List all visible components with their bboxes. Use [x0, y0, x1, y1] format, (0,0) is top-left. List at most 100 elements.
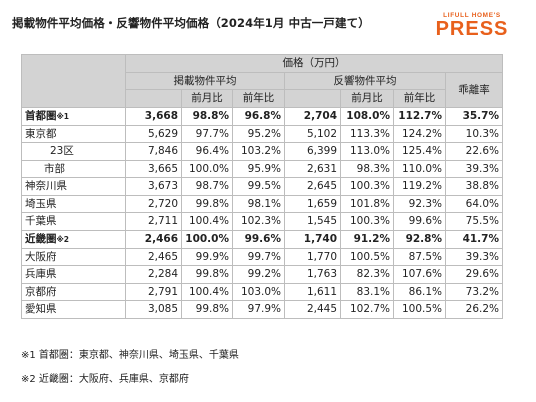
- row-label-text: 市部: [44, 162, 65, 175]
- cell-d: 39.3%: [445, 159, 503, 178]
- row-label-text: 近畿圏: [25, 232, 57, 245]
- cell-d: 10.3%: [445, 124, 503, 143]
- table-row: 近畿圏※2 2,466 100.0% 99.6% 1,740 91.2% 92.8% 41.7…: [21, 229, 503, 249]
- cell-iy: 107.6%: [393, 265, 446, 284]
- table-row: 千葉県 2,711 100.4% 102.3% 1,545 100.3% 99.6% 75.5…: [21, 212, 503, 231]
- cell-ip: 1,545: [284, 212, 341, 231]
- cell-im: 100.3%: [340, 177, 394, 196]
- lifull-press-logo: LIFULL HOME'S PRESS: [426, 12, 518, 39]
- cell-iy: 110.0%: [393, 159, 446, 178]
- cell-lm: 98.7%: [181, 177, 233, 196]
- price-table: 価格（万円） 掲載物件平均 反響物件平均 乖離率 前月比 前年比 前月比 前年比…: [21, 54, 503, 319]
- row-label-text: 兵庫県: [25, 268, 57, 281]
- cell-im: 98.3%: [340, 159, 394, 178]
- row-label: 神奈川県: [21, 177, 126, 196]
- cell-im: 113.0%: [340, 142, 394, 161]
- row-label-text: 埼玉県: [25, 197, 57, 210]
- cell-ip: 1,770: [284, 247, 341, 266]
- cell-lp: 2,791: [125, 282, 182, 301]
- cell-ly: 99.5%: [232, 177, 285, 196]
- row-label-text: 愛知県: [25, 303, 57, 316]
- table-row: 23区 7,846 96.4% 103.2% 6,399 113.0% 125.4% 22.6…: [21, 142, 503, 161]
- cell-lm: 99.8%: [181, 194, 233, 213]
- row-note: ※2: [56, 234, 70, 244]
- row-label: 京都府: [21, 282, 126, 301]
- header-divergence: 乖離率: [445, 71, 503, 108]
- cell-ip: 2,631: [284, 159, 341, 178]
- header-listed-mom: 前月比: [181, 89, 233, 108]
- row-label-text: 東京都: [25, 127, 57, 140]
- page-title: 掲載物件平均価格・反響物件平均価格（2024年1月 中古一戸建て）: [12, 16, 370, 30]
- cell-d: 26.2%: [445, 300, 503, 319]
- cell-iy: 100.5%: [393, 300, 446, 319]
- cell-im: 101.8%: [340, 194, 394, 213]
- cell-d: 75.5%: [445, 212, 503, 231]
- cell-lm: 96.4%: [181, 142, 233, 161]
- cell-ly: 103.2%: [232, 142, 285, 161]
- header-price: 価格（万円）: [125, 54, 503, 73]
- cell-iy: 87.5%: [393, 247, 446, 266]
- table-row: 大阪府 2,465 99.9% 99.7% 1,770 100.5% 87.5% 39.3%: [21, 247, 503, 266]
- cell-ly: 97.9%: [232, 300, 285, 319]
- cell-d: 41.7%: [445, 229, 503, 249]
- cell-ly: 103.0%: [232, 282, 285, 301]
- cell-im: 100.5%: [340, 247, 394, 266]
- cell-d: 64.0%: [445, 194, 503, 213]
- cell-im: 108.0%: [340, 106, 394, 126]
- cell-iy: 124.2%: [393, 124, 446, 143]
- cell-d: 73.2%: [445, 282, 503, 301]
- cell-lm: 99.9%: [181, 247, 233, 266]
- cell-d: 35.7%: [445, 106, 503, 126]
- cell-ly: 99.6%: [232, 229, 285, 249]
- header-corner: [21, 54, 126, 108]
- row-label-text: 23区: [50, 145, 74, 158]
- cell-ip: 2,445: [284, 300, 341, 319]
- cell-ly: 98.1%: [232, 194, 285, 213]
- cell-iy: 112.7%: [393, 106, 446, 126]
- cell-iy: 86.1%: [393, 282, 446, 301]
- cell-lp: 2,466: [125, 229, 182, 249]
- row-label-text: 首都圏: [25, 109, 57, 122]
- cell-lm: 99.8%: [181, 265, 233, 284]
- cell-ly: 99.2%: [232, 265, 285, 284]
- cell-im: 113.3%: [340, 124, 394, 143]
- row-label: 東京都: [21, 124, 126, 143]
- cell-ly: 95.9%: [232, 159, 285, 178]
- cell-lm: 100.0%: [181, 229, 233, 249]
- cell-ly: 95.2%: [232, 124, 285, 143]
- row-label-text: 神奈川県: [25, 180, 67, 193]
- cell-lp: 2,711: [125, 212, 182, 231]
- header-inquiry-yoy: 前年比: [393, 89, 446, 108]
- header-inquiry-mom: 前月比: [340, 89, 394, 108]
- cell-ip: 1,763: [284, 265, 341, 284]
- cell-d: 38.8%: [445, 177, 503, 196]
- cell-lp: 7,846: [125, 142, 182, 161]
- row-label: 近畿圏※2: [21, 229, 126, 249]
- row-label: 愛知県: [21, 300, 126, 319]
- cell-d: 39.3%: [445, 247, 503, 266]
- row-label: 千葉県: [21, 212, 126, 231]
- table-row: 愛知県 3,085 99.8% 97.9% 2,445 102.7% 100.5% 26.2%: [21, 300, 503, 319]
- cell-ly: 99.7%: [232, 247, 285, 266]
- cell-ip: 2,645: [284, 177, 341, 196]
- cell-im: 82.3%: [340, 265, 394, 284]
- cell-im: 100.3%: [340, 212, 394, 231]
- header-inquiry: 反響物件平均: [284, 71, 446, 90]
- row-label-text: 京都府: [25, 285, 57, 298]
- cell-lm: 98.8%: [181, 106, 233, 126]
- cell-d: 29.6%: [445, 265, 503, 284]
- row-label: 市部: [21, 159, 126, 178]
- cell-ip: 1,659: [284, 194, 341, 213]
- cell-iy: 119.2%: [393, 177, 446, 196]
- cell-im: 91.2%: [340, 229, 394, 249]
- cell-lm: 99.8%: [181, 300, 233, 319]
- table-row: 神奈川県 3,673 98.7% 99.5% 2,645 100.3% 119.2% 38.8…: [21, 177, 503, 196]
- logo-top-text: LIFULL HOME'S: [443, 12, 501, 19]
- table-row: 埼玉県 2,720 99.8% 98.1% 1,659 101.8% 92.3% 64.0%: [21, 194, 503, 213]
- cell-lp: 3,665: [125, 159, 182, 178]
- footnote-1: ※1 首都圏：東京都、神奈川県、埼玉県、千葉県: [21, 350, 239, 361]
- cell-lp: 3,673: [125, 177, 182, 196]
- cell-lp: 2,284: [125, 265, 182, 284]
- footnote-2: ※2 近畿圏：大阪府、兵庫県、京都府: [21, 374, 189, 385]
- cell-iy: 92.8%: [393, 229, 446, 249]
